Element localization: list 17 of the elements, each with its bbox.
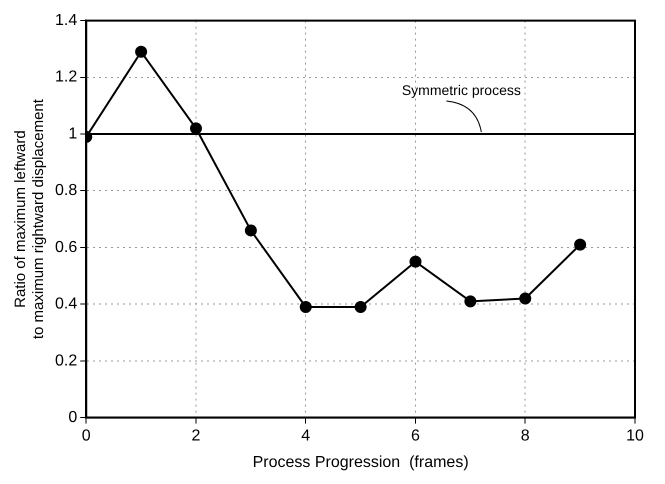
x-tick-label: 4: [301, 428, 310, 445]
y-tick-label: 0.8: [54, 182, 78, 200]
ref-line-label: Symmetric process: [402, 82, 521, 98]
y-tick-label: 0: [68, 409, 78, 426]
y-tick-label: 0.2: [54, 352, 78, 370]
x-axis-title: Process Progression (frames): [252, 454, 469, 471]
y-axis-title: Ratio of maximum leftward to maximum rightward displacement: [12, 98, 48, 340]
x-tick-label: 0: [82, 428, 91, 445]
y-tick-label: 1.2: [54, 68, 78, 86]
y-tick-label: 0.6: [54, 238, 78, 256]
y-tick-label: 0.4: [54, 296, 78, 313]
x-tick-label: 2: [192, 428, 201, 445]
x-tick-label: 8: [520, 428, 530, 445]
x-tick-label: 6: [411, 428, 420, 445]
y-tick-label: 1.4: [54, 12, 78, 30]
x-tick-label: 10: [626, 428, 644, 445]
y-tick-label: 1: [68, 125, 78, 142]
